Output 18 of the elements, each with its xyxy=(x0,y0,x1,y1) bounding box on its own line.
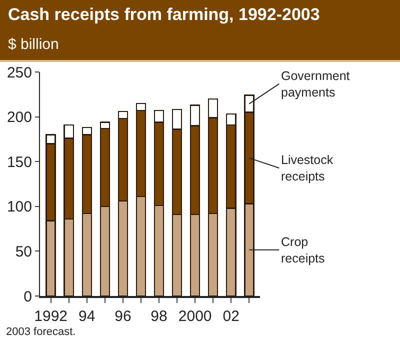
text: Government payments xyxy=(281,69,350,100)
text: 2003 forecast. xyxy=(5,326,77,338)
y-tick-label: 100 xyxy=(6,198,32,216)
y-tick-label: 250 xyxy=(6,64,32,82)
y-tick-label: 200 xyxy=(6,109,32,126)
y-tick-label: 150 xyxy=(6,154,32,171)
text: Livestock receipts xyxy=(281,153,334,184)
x-tick-label: 1992 xyxy=(34,308,68,325)
text: Crop receipts xyxy=(281,235,325,266)
x-tick-label: 2000 xyxy=(178,308,212,325)
x-tick-label: 02 xyxy=(222,308,240,325)
y-tick-label: 50 xyxy=(15,243,32,260)
y-tick-label: 0 xyxy=(24,288,32,306)
x-tick-label: 94 xyxy=(78,308,96,325)
x-tick-label: 96 xyxy=(114,308,132,325)
y-axis-title: $ billion xyxy=(8,35,60,55)
chart-title: Cash receipts from farming, 1992-2003 xyxy=(8,4,321,26)
x-tick-label: 98 xyxy=(150,308,168,325)
